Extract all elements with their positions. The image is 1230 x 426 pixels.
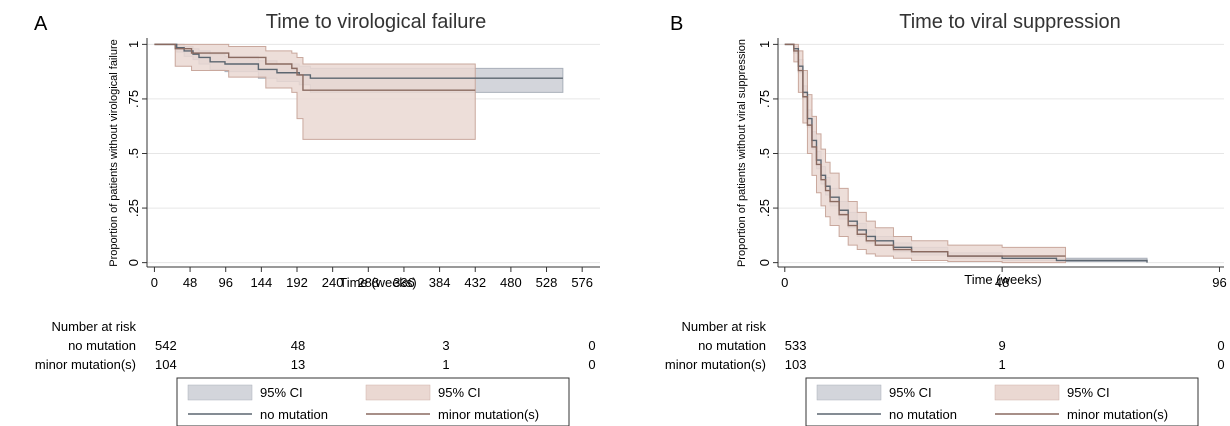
legend-label-no-mutation: no mutation <box>889 407 957 422</box>
panel-b-title: Time to viral suppression <box>899 11 1121 33</box>
risk-table-value: 48 <box>291 338 305 353</box>
ci-band-minor-mutation <box>154 43 476 140</box>
risk-table-value: 9 <box>999 338 1006 353</box>
risk-table-value: 0 <box>1217 357 1224 372</box>
x-tick-label: 96 <box>218 275 232 290</box>
panel-b-x-axis-label: Time (weeks) <box>964 272 1042 287</box>
legend-swatch-minor-mutation-ci <box>365 384 431 401</box>
risk-table-header: Number at risk <box>681 319 766 334</box>
panel-a-plot: 0 .25 .5 .75 1 0 48 96 144 192 240 288 336 384 432 480 5… <box>126 38 600 290</box>
risk-row-label: minor mutation(s) <box>35 357 136 372</box>
panel-a-letter: A <box>34 13 48 35</box>
panel-a-x-axis-label: Time (weeks) <box>339 275 417 290</box>
risk-table-value: 0 <box>588 338 595 353</box>
series-line-minor-mutation <box>154 43 476 91</box>
risk-table-value: 0 <box>588 357 595 372</box>
y-tick-label: .25 <box>126 199 141 217</box>
legend-label-ci: 95% CI <box>1067 385 1110 400</box>
x-tick-label: 576 <box>571 275 593 290</box>
legend-label-ci: 95% CI <box>260 385 303 400</box>
x-tick-label: 144 <box>251 275 273 290</box>
y-tick-label: 0 <box>126 259 141 266</box>
y-tick-label: .75 <box>757 90 772 108</box>
y-tick-label: .25 <box>757 199 772 217</box>
y-tick-label: .5 <box>126 148 141 159</box>
panel-b-y-axis-label: Proportion of patients without viral sup… <box>736 39 748 267</box>
risk-row-label: minor mutation(s) <box>665 357 766 372</box>
panel-b-legend: 95% CI 95% CI no mutation minor mutation… <box>805 377 1199 426</box>
x-tick-label: 192 <box>286 275 308 290</box>
risk-table-value: 104 <box>155 357 177 372</box>
x-tick-label: 48 <box>183 275 197 290</box>
legend-swatch-no-mutation-ci <box>816 384 882 401</box>
y-tick-label: .5 <box>757 148 772 159</box>
legend-swatch-minor-mutation-ci <box>994 384 1060 401</box>
x-tick-label: 240 <box>322 275 344 290</box>
risk-table-value: 103 <box>785 357 807 372</box>
y-tick-label: 1 <box>757 41 772 48</box>
risk-table-value: 542 <box>155 338 177 353</box>
ci-band-minor-mutation <box>784 43 1067 264</box>
panel-a-risk-table: Number at risk no mutation minor mutatio… <box>35 319 596 372</box>
risk-table-value: 1 <box>442 357 449 372</box>
panel-a-title: Time to virological failure <box>266 11 486 33</box>
risk-table-value: 3 <box>442 338 449 353</box>
risk-table-value: 533 <box>785 338 807 353</box>
panel-a-y-axis-label: Proportion of patients without virologic… <box>108 39 120 266</box>
x-tick-label: 96 <box>1212 275 1226 290</box>
panel-b-plot: 0 .25 .5 .75 1 0 48 96 <box>757 38 1227 290</box>
series-line-minor-mutation <box>784 43 1066 257</box>
y-tick-label: 1 <box>126 41 141 48</box>
panel-a-legend: 95% CI 95% CI no mutation minor mutation… <box>176 377 570 426</box>
x-tick-label: 432 <box>464 275 486 290</box>
legend-label-minor-mutation: minor mutation(s) <box>1067 407 1168 422</box>
legend-swatch-no-mutation-ci <box>187 384 253 401</box>
x-tick-label: 288 <box>357 275 379 290</box>
series-line-no-mutation <box>154 43 563 79</box>
risk-table-header: Number at risk <box>51 319 136 334</box>
legend-label-minor-mutation: minor mutation(s) <box>438 407 539 422</box>
x-tick-label: 0 <box>781 275 788 290</box>
x-tick-label: 48 <box>995 275 1009 290</box>
x-tick-label: 336 <box>393 275 415 290</box>
risk-row-label: no mutation <box>68 338 136 353</box>
x-tick-label: 480 <box>500 275 522 290</box>
risk-row-label: no mutation <box>698 338 766 353</box>
panel-b-letter: B <box>670 13 683 35</box>
panel-b-risk-table: Number at risk no mutation minor mutatio… <box>665 319 1225 372</box>
y-tick-label: .75 <box>126 90 141 108</box>
risk-table-value: 13 <box>291 357 305 372</box>
risk-table-value: 0 <box>1217 338 1224 353</box>
x-tick-label: 384 <box>429 275 451 290</box>
legend-label-ci: 95% CI <box>438 385 481 400</box>
x-tick-label: 528 <box>536 275 558 290</box>
risk-table-value: 1 <box>999 357 1006 372</box>
legend-label-no-mutation: no mutation <box>260 407 328 422</box>
legend-label-ci: 95% CI <box>889 385 932 400</box>
x-tick-label: 0 <box>151 275 158 290</box>
y-tick-label: 0 <box>757 259 772 266</box>
